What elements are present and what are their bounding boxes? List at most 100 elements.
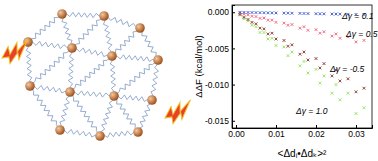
point <box>347 77 350 80</box>
point <box>299 12 302 15</box>
point <box>263 11 266 14</box>
point <box>251 11 254 14</box>
point <box>255 11 258 14</box>
point <box>339 37 342 40</box>
bead <box>55 125 65 135</box>
point <box>283 46 286 49</box>
axis-line <box>233 125 373 129</box>
point <box>339 13 342 16</box>
plot-area <box>239 11 366 115</box>
point <box>323 62 326 65</box>
figure: 0.000.010.020.030.000-0.005-0.010-0.015<… <box>0 0 378 161</box>
point <box>271 11 274 14</box>
axis-line <box>233 6 236 129</box>
point <box>323 12 326 15</box>
tick: -0.010 <box>205 80 235 90</box>
point <box>363 87 366 90</box>
point <box>267 11 270 14</box>
point <box>251 24 254 27</box>
point <box>275 44 278 47</box>
bead <box>135 23 145 33</box>
point <box>267 19 270 22</box>
bead <box>95 131 105 141</box>
spring <box>151 60 159 100</box>
point <box>271 19 274 22</box>
point <box>307 59 310 62</box>
tick-label: 0.02 <box>308 129 325 139</box>
point <box>271 37 274 40</box>
point <box>303 60 306 63</box>
bead <box>107 51 117 61</box>
annotation: Δγ = -0.5 <box>329 64 365 74</box>
point <box>307 12 310 15</box>
point <box>259 11 262 14</box>
point <box>283 22 286 25</box>
point <box>355 41 358 44</box>
point <box>315 68 318 71</box>
point <box>339 80 342 83</box>
spring <box>103 16 112 56</box>
spring <box>114 95 152 102</box>
spring <box>112 55 158 62</box>
tick-mark <box>236 125 237 128</box>
spring <box>112 28 140 56</box>
point <box>331 13 334 16</box>
point <box>319 82 322 85</box>
point <box>255 25 258 28</box>
spring <box>100 131 138 138</box>
x-axis: 0.000.010.020.03 <box>228 125 372 139</box>
annotation: Δγ = 0.5 <box>345 29 378 39</box>
tick-mark <box>356 125 357 128</box>
annotation: Δγ = 0.1 <box>341 11 374 21</box>
tick-mark <box>232 12 235 13</box>
spring <box>28 14 62 42</box>
point <box>291 51 294 54</box>
spring <box>70 92 100 136</box>
point <box>243 16 246 19</box>
point <box>335 13 338 16</box>
point <box>347 92 350 95</box>
point <box>315 12 318 15</box>
tick-label: 0.000 <box>208 7 230 17</box>
point <box>287 45 290 48</box>
spring-network <box>0 9 197 141</box>
series <box>239 13 366 93</box>
tick-mark <box>232 48 235 49</box>
point <box>291 23 294 26</box>
y-axis-title: ΔΔF (kcal/mol) <box>193 35 204 97</box>
spring <box>30 85 70 93</box>
point <box>331 75 334 78</box>
bead <box>25 81 35 91</box>
lightning <box>162 94 197 127</box>
point <box>299 27 302 30</box>
point <box>251 15 254 18</box>
point <box>271 32 274 35</box>
point <box>303 12 306 15</box>
x-axis-title: <Δdᵢ•Δdₖ>² <box>278 148 327 159</box>
point <box>267 38 270 41</box>
spring <box>100 96 114 136</box>
lightning <box>0 34 34 67</box>
bead <box>99 11 109 21</box>
point <box>319 12 322 15</box>
spring <box>140 28 158 60</box>
point <box>291 43 294 46</box>
spring <box>114 60 158 96</box>
point <box>307 29 310 32</box>
point <box>323 75 326 78</box>
point <box>303 25 306 28</box>
tick-label: 0.03 <box>348 129 365 139</box>
point <box>363 39 366 42</box>
point <box>315 57 318 60</box>
point <box>319 32 322 35</box>
point <box>267 33 270 36</box>
spring <box>26 42 32 86</box>
point <box>339 98 342 101</box>
tick: 0.03 <box>348 125 365 139</box>
point <box>263 27 266 30</box>
tick-label: 0.01 <box>268 129 285 139</box>
spring <box>62 14 72 48</box>
tick: -0.005 <box>205 44 235 54</box>
plot-frame <box>232 5 372 128</box>
point <box>303 51 306 54</box>
